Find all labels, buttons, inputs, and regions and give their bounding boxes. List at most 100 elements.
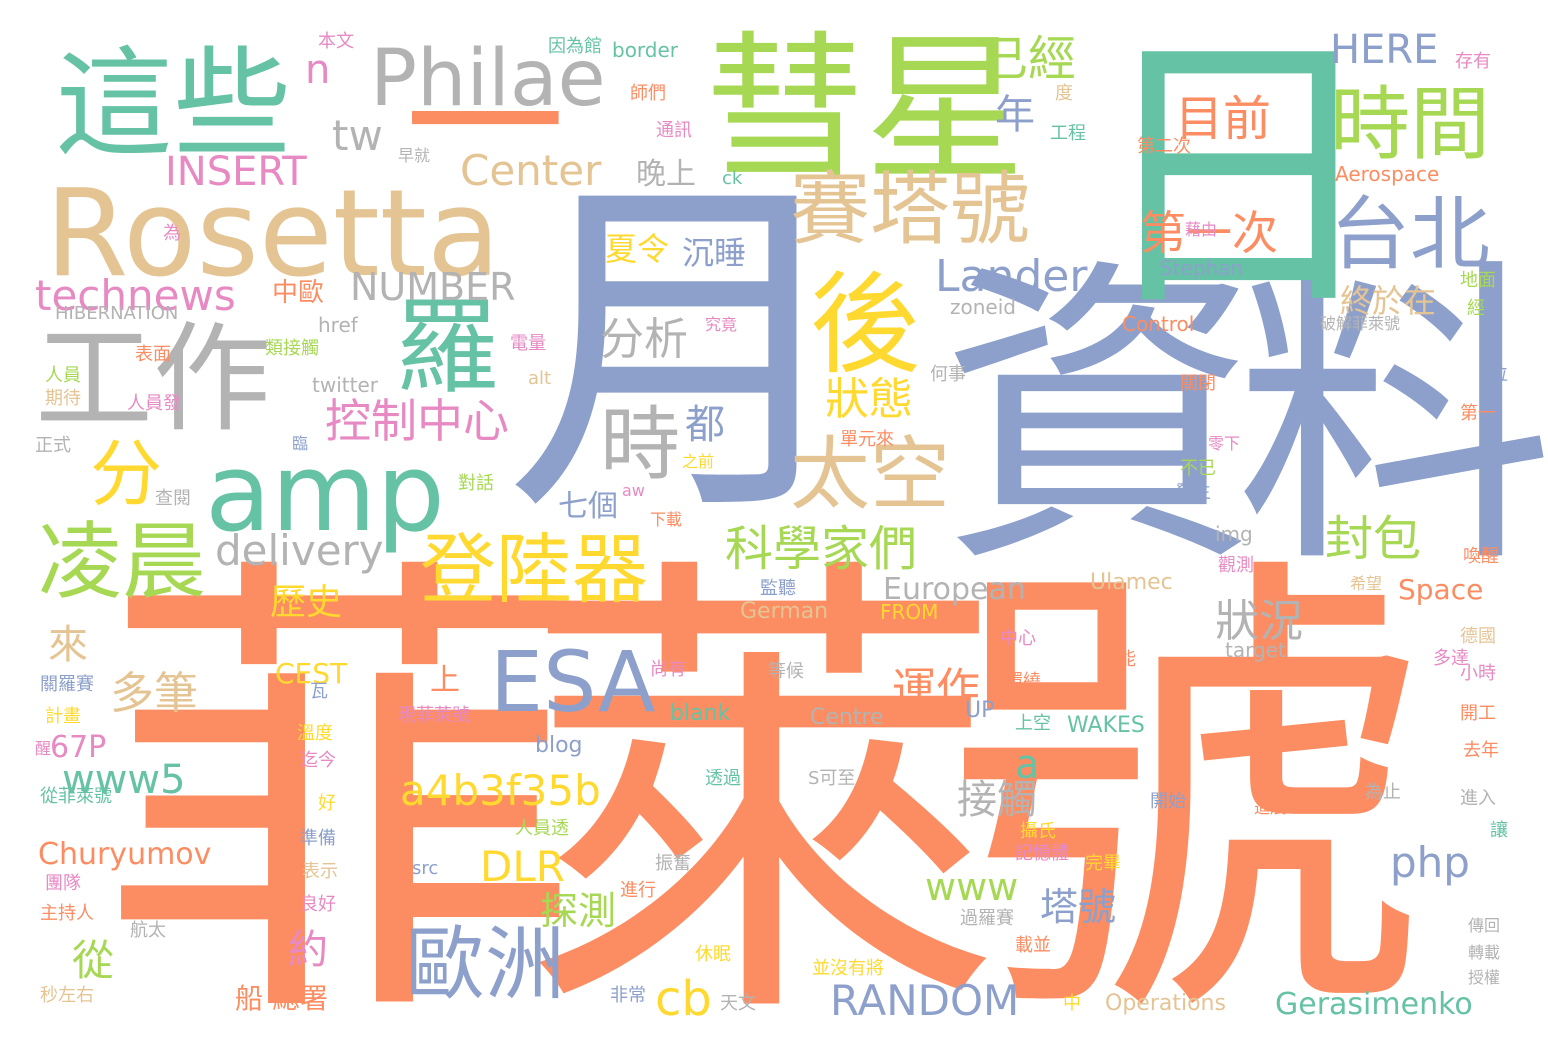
word: RANDOM	[830, 976, 1020, 1025]
word: 本文	[318, 31, 354, 52]
word: 表示	[302, 861, 338, 882]
word: alt	[528, 368, 552, 389]
word: European	[883, 572, 1026, 607]
word: 休眠	[695, 944, 731, 965]
word: Centre	[810, 705, 884, 730]
word: 不已	[1180, 458, 1216, 479]
word: 歷史	[270, 582, 343, 623]
word: 控制中心	[325, 394, 509, 448]
word: www	[925, 865, 1019, 909]
word: 振奮	[655, 853, 691, 874]
word: 臨	[292, 434, 309, 453]
word: 船	[235, 982, 264, 1015]
word: n	[305, 47, 331, 93]
word: 第一次	[1140, 206, 1278, 260]
word: 工程	[1050, 123, 1086, 144]
word: delivery	[215, 526, 384, 575]
word: 並沒有將	[812, 958, 884, 979]
word: 破解菲萊號	[1320, 314, 1401, 333]
word: cb	[655, 971, 712, 1027]
word: 計畫	[45, 706, 81, 727]
word: 正式	[35, 435, 71, 456]
word: 秒左右	[40, 985, 94, 1006]
word: 可能	[1100, 649, 1136, 670]
word: Philae	[370, 34, 606, 124]
word: 經	[1467, 298, 1485, 319]
word: S可至	[808, 768, 856, 789]
word: 單元來	[840, 429, 894, 450]
word: 菲萊號	[100, 520, 1425, 1052]
word: 67P	[50, 730, 107, 765]
word: 讓	[1490, 820, 1508, 841]
word: 科學家們	[725, 521, 918, 577]
word: 地面	[1460, 270, 1496, 291]
word: twitter	[312, 373, 378, 397]
word: a4b3f35b	[400, 766, 601, 815]
word: WAKES	[1067, 713, 1145, 738]
word: 良好	[300, 894, 336, 915]
word: 年	[995, 92, 1035, 138]
word: 來	[48, 622, 88, 668]
word: ck	[722, 168, 743, 189]
word: 凌晨	[38, 513, 207, 611]
word: tw	[332, 111, 383, 160]
word: 溫度	[297, 723, 333, 744]
word: 約	[288, 927, 328, 973]
word: blank	[670, 701, 731, 726]
word: 終於在	[1340, 282, 1437, 320]
word: NUMBER	[350, 265, 516, 309]
word: 一	[405, 31, 566, 218]
word: 多達	[1433, 648, 1469, 669]
word: 羅	[395, 286, 500, 408]
word: 希望	[1350, 574, 1383, 593]
word: img	[1215, 522, 1253, 546]
word: CEST	[275, 657, 348, 690]
word: 零下	[1208, 434, 1241, 453]
word: 人員	[45, 365, 81, 386]
word: 非常	[610, 985, 646, 1006]
word: zoneid	[950, 295, 1016, 319]
word: 主持人	[40, 903, 94, 924]
word: technews	[35, 271, 236, 320]
word: 探測	[540, 889, 617, 933]
word: 第二次	[1137, 136, 1191, 157]
word: 人員透	[515, 818, 569, 839]
word: blog	[535, 733, 583, 758]
word: 為止	[1365, 782, 1401, 803]
word: 總署	[272, 982, 329, 1015]
word: 太空	[790, 428, 950, 521]
word: 晚上	[636, 157, 696, 192]
word: 觀測	[1218, 555, 1254, 576]
word: Rosetta	[45, 165, 501, 304]
word: 等候	[768, 661, 804, 682]
word: 進展	[1254, 798, 1287, 817]
word: 環繞	[1005, 671, 1041, 692]
word: 中心	[1000, 628, 1036, 649]
word: 團隊	[45, 873, 81, 894]
word: 後	[810, 261, 920, 389]
word: 七個	[558, 489, 618, 524]
word: ESA	[490, 633, 656, 731]
word: 都	[685, 402, 725, 448]
word: Lander	[935, 251, 1088, 302]
word: 位	[1490, 364, 1508, 385]
word: 進行	[620, 880, 656, 901]
word: Ulamec	[1090, 570, 1173, 595]
word: 工作	[35, 310, 272, 448]
word: 準備	[300, 828, 336, 849]
word: 狀況	[1215, 596, 1303, 647]
word: HERE	[1330, 27, 1439, 73]
word: target	[1225, 638, 1286, 662]
word: 中	[1063, 993, 1081, 1014]
word: 轉載	[1468, 943, 1501, 962]
word: FROM	[880, 600, 939, 624]
word: 日	[1090, 5, 1385, 349]
word: 現菲萊號	[398, 705, 470, 726]
word: href	[318, 313, 358, 337]
word: 分析	[600, 314, 688, 365]
word: 塔號	[1040, 885, 1117, 929]
word: 運作	[892, 664, 980, 715]
word: 發生	[1175, 482, 1211, 503]
word: 傳回	[1468, 916, 1501, 935]
